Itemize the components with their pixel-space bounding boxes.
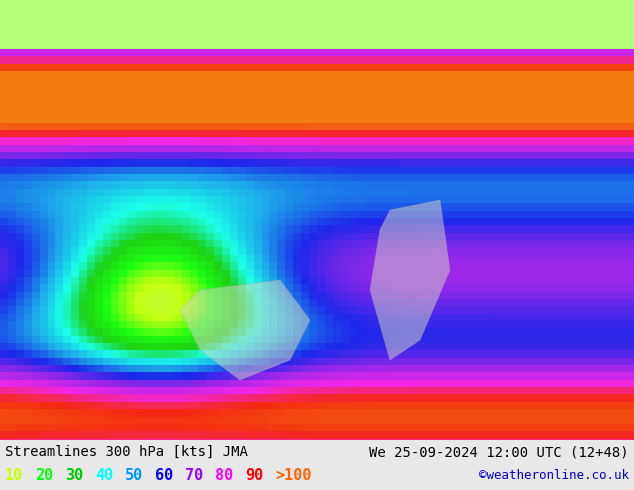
Text: 70: 70	[185, 467, 204, 483]
Text: 90: 90	[245, 467, 263, 483]
Text: 40: 40	[95, 467, 113, 483]
Text: 30: 30	[65, 467, 83, 483]
Text: ©weatheronline.co.uk: ©weatheronline.co.uk	[479, 468, 629, 482]
Text: >100: >100	[275, 467, 311, 483]
Text: 80: 80	[215, 467, 233, 483]
Text: 20: 20	[35, 467, 53, 483]
Polygon shape	[370, 200, 450, 360]
Text: We 25-09-2024 12:00 UTC (12+48): We 25-09-2024 12:00 UTC (12+48)	[370, 445, 629, 459]
Text: 10: 10	[5, 467, 23, 483]
Bar	[0, 440, 634, 490]
Text: 50: 50	[125, 467, 143, 483]
Text: 60: 60	[155, 467, 173, 483]
Polygon shape	[180, 280, 310, 380]
Text: Streamlines 300 hPa [kts] JMA: Streamlines 300 hPa [kts] JMA	[5, 445, 248, 459]
